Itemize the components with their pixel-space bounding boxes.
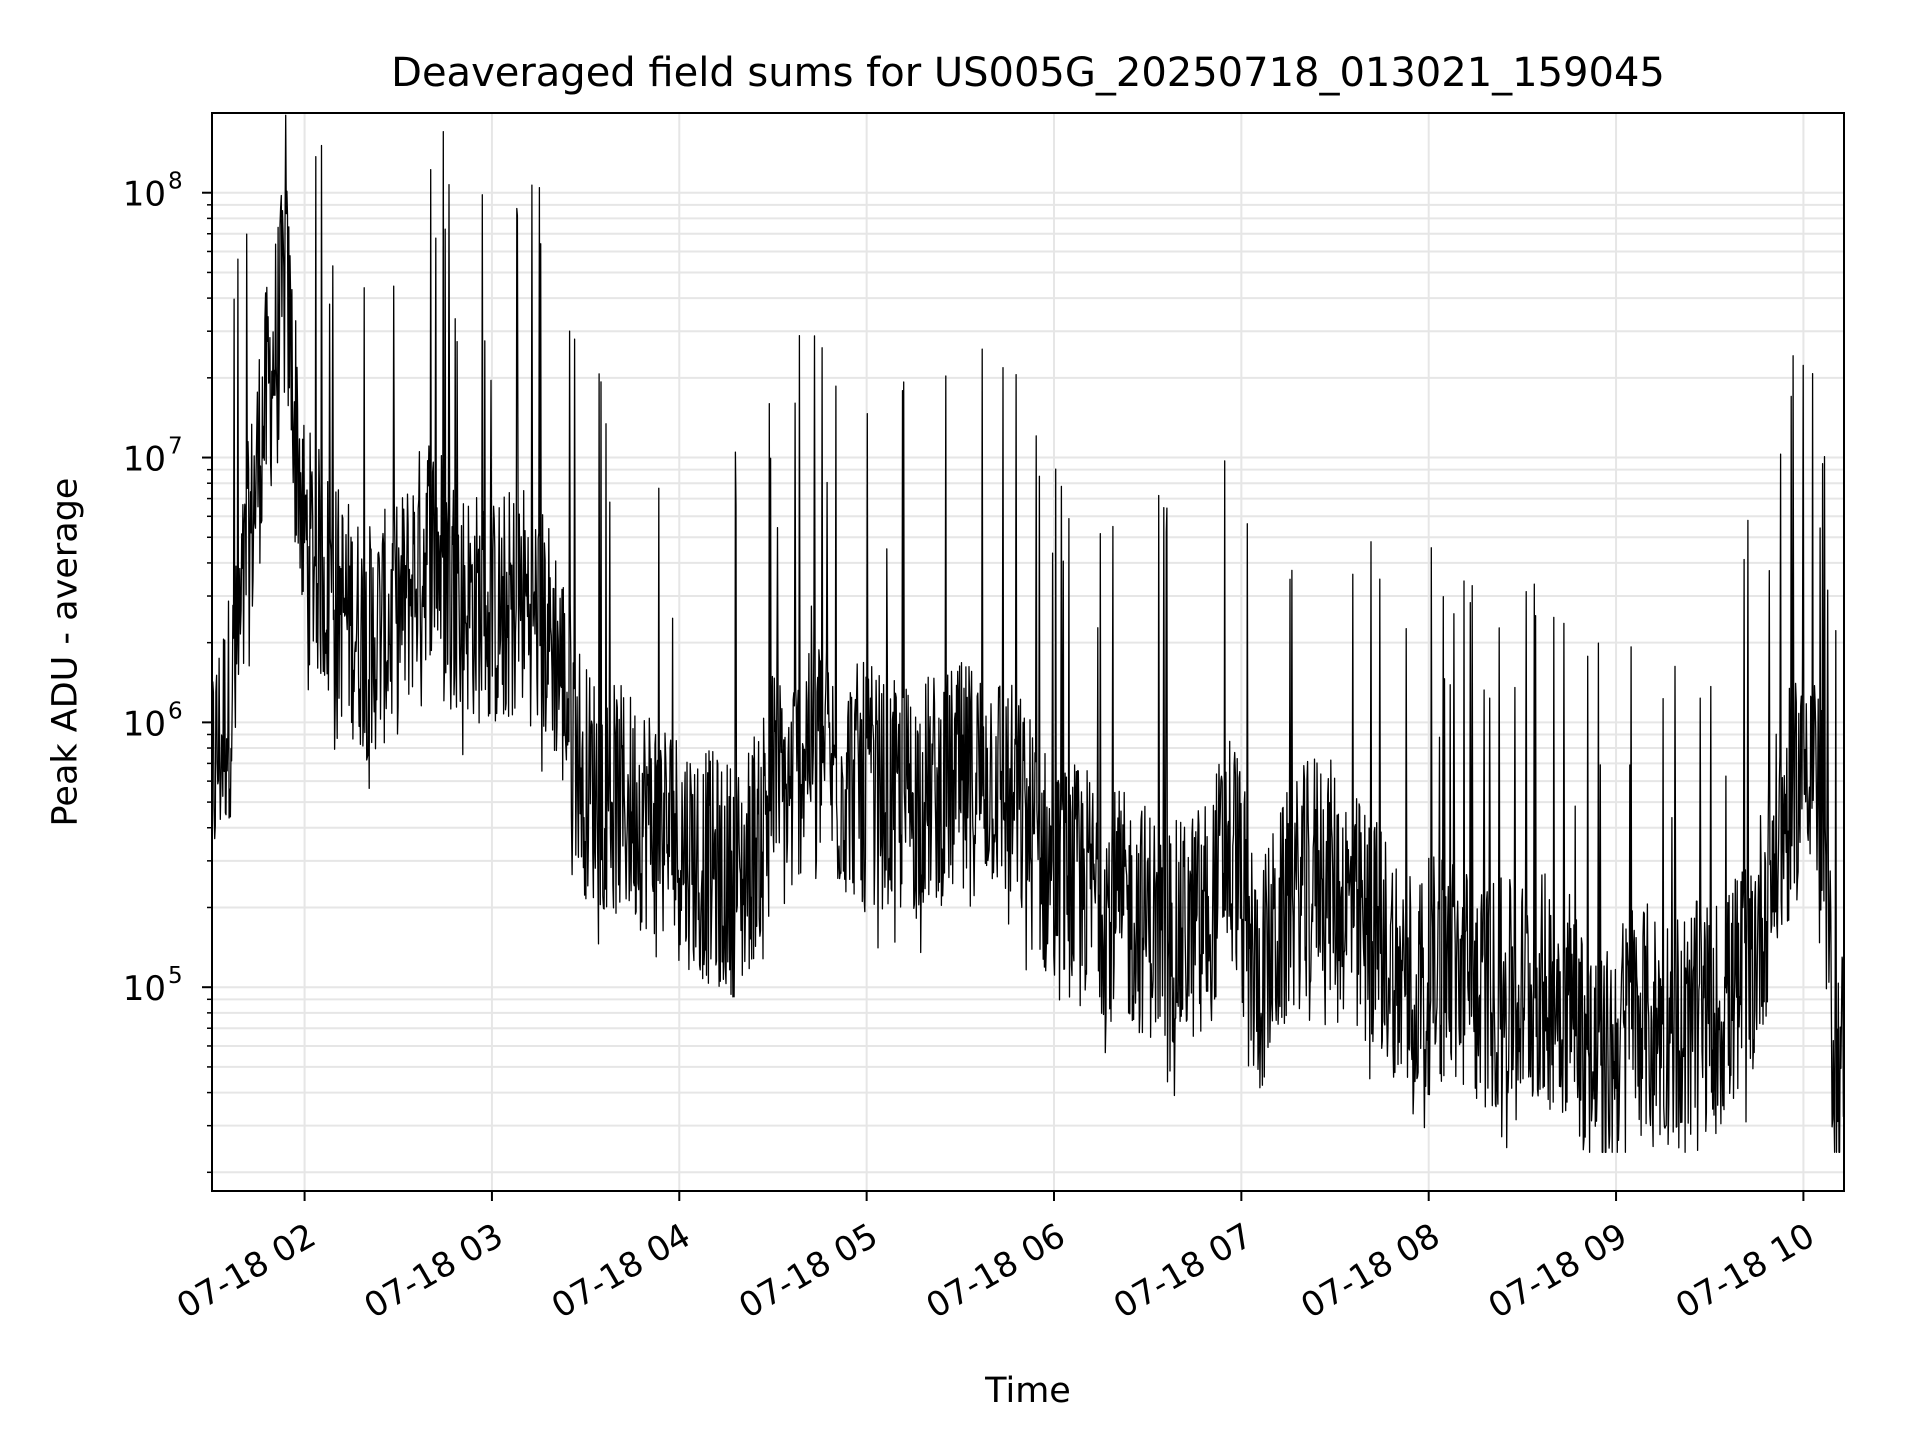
series-line xyxy=(212,114,1844,1153)
y-tick-exponent: 6 xyxy=(168,698,183,724)
x-tick-label: 07-18 07 xyxy=(1107,1216,1259,1327)
y-tick-exponent: 8 xyxy=(168,169,183,195)
y-tick-label: 10 xyxy=(123,175,166,215)
chart-title: Deaveraged field sums for US005G_2025071… xyxy=(391,50,1665,96)
x-tick-label: 07-18 10 xyxy=(1669,1216,1821,1327)
plot-frame xyxy=(211,112,1845,1192)
x-tick-label: 07-18 05 xyxy=(732,1216,884,1327)
y-tick-label: 10 xyxy=(123,440,166,480)
y-tick-label: 10 xyxy=(123,969,166,1009)
x-tick-label: 07-18 06 xyxy=(920,1216,1072,1327)
x-axis-label: Time xyxy=(984,1371,1071,1411)
grid xyxy=(212,113,1844,1191)
x-tick-label: 07-18 04 xyxy=(545,1216,697,1327)
x-tick-label: 07-18 08 xyxy=(1294,1216,1446,1327)
series-line-layer xyxy=(212,114,1844,1153)
y-axis-label: Peak ADU - average xyxy=(45,478,85,827)
x-tick-label: 07-18 03 xyxy=(358,1216,510,1327)
y-tick-exponent: 5 xyxy=(168,963,183,989)
x-tick-label: 07-18 09 xyxy=(1482,1216,1634,1327)
x-tick-label: 07-18 02 xyxy=(170,1216,322,1327)
y-tick-exponent: 7 xyxy=(168,434,183,460)
y-tick-label: 10 xyxy=(123,704,166,744)
